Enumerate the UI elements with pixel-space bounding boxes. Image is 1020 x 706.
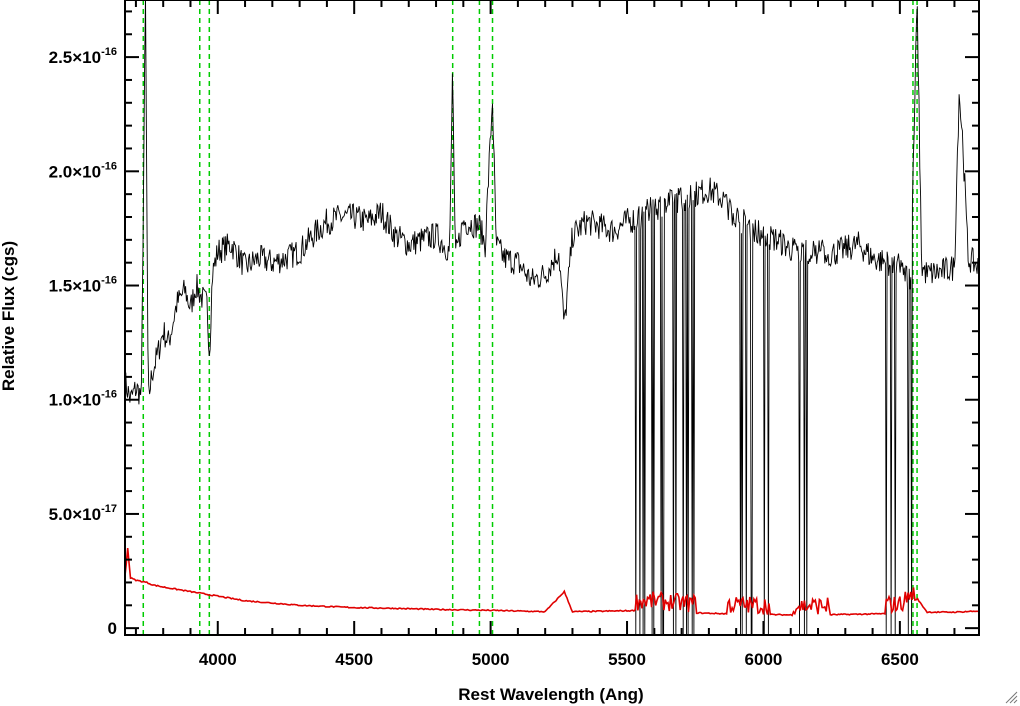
- series-noise: [125, 548, 979, 617]
- axes: [124, 0, 980, 636]
- reference-lines: [142, 0, 918, 635]
- x-tick-label: 5500: [608, 650, 646, 669]
- y-tick-label: 1.5×10-16: [49, 275, 117, 296]
- y-axis-label: Relative Flux (cgs): [0, 241, 18, 391]
- y-tick-label: 5.0×10-17: [49, 503, 117, 524]
- x-tick-label: 4000: [199, 650, 237, 669]
- y-tick-label: 2.5×10-16: [49, 46, 117, 67]
- tick-labels: 4000 4500 5000 5500 6000 6500 0 5.0×10-17 1.0×10…: [49, 46, 919, 669]
- y-tick-label: 1.0×10-16: [49, 389, 117, 410]
- x-axis-label: Rest Wavelength (Ang): [458, 685, 643, 704]
- series-spectrum: [125, 0, 979, 635]
- plot-frame: [124, 0, 980, 636]
- resize-grip-icon[interactable]: [1004, 690, 1018, 704]
- x-tick-label: 4500: [335, 650, 373, 669]
- x-tick-label: 6500: [881, 650, 919, 669]
- x-tick-label: 6000: [745, 650, 783, 669]
- x-tick-label: 5000: [472, 650, 510, 669]
- series-layer: [125, 0, 979, 635]
- y-tick-label: 2.0×10-16: [49, 160, 117, 181]
- y-tick-label: 0: [108, 619, 117, 638]
